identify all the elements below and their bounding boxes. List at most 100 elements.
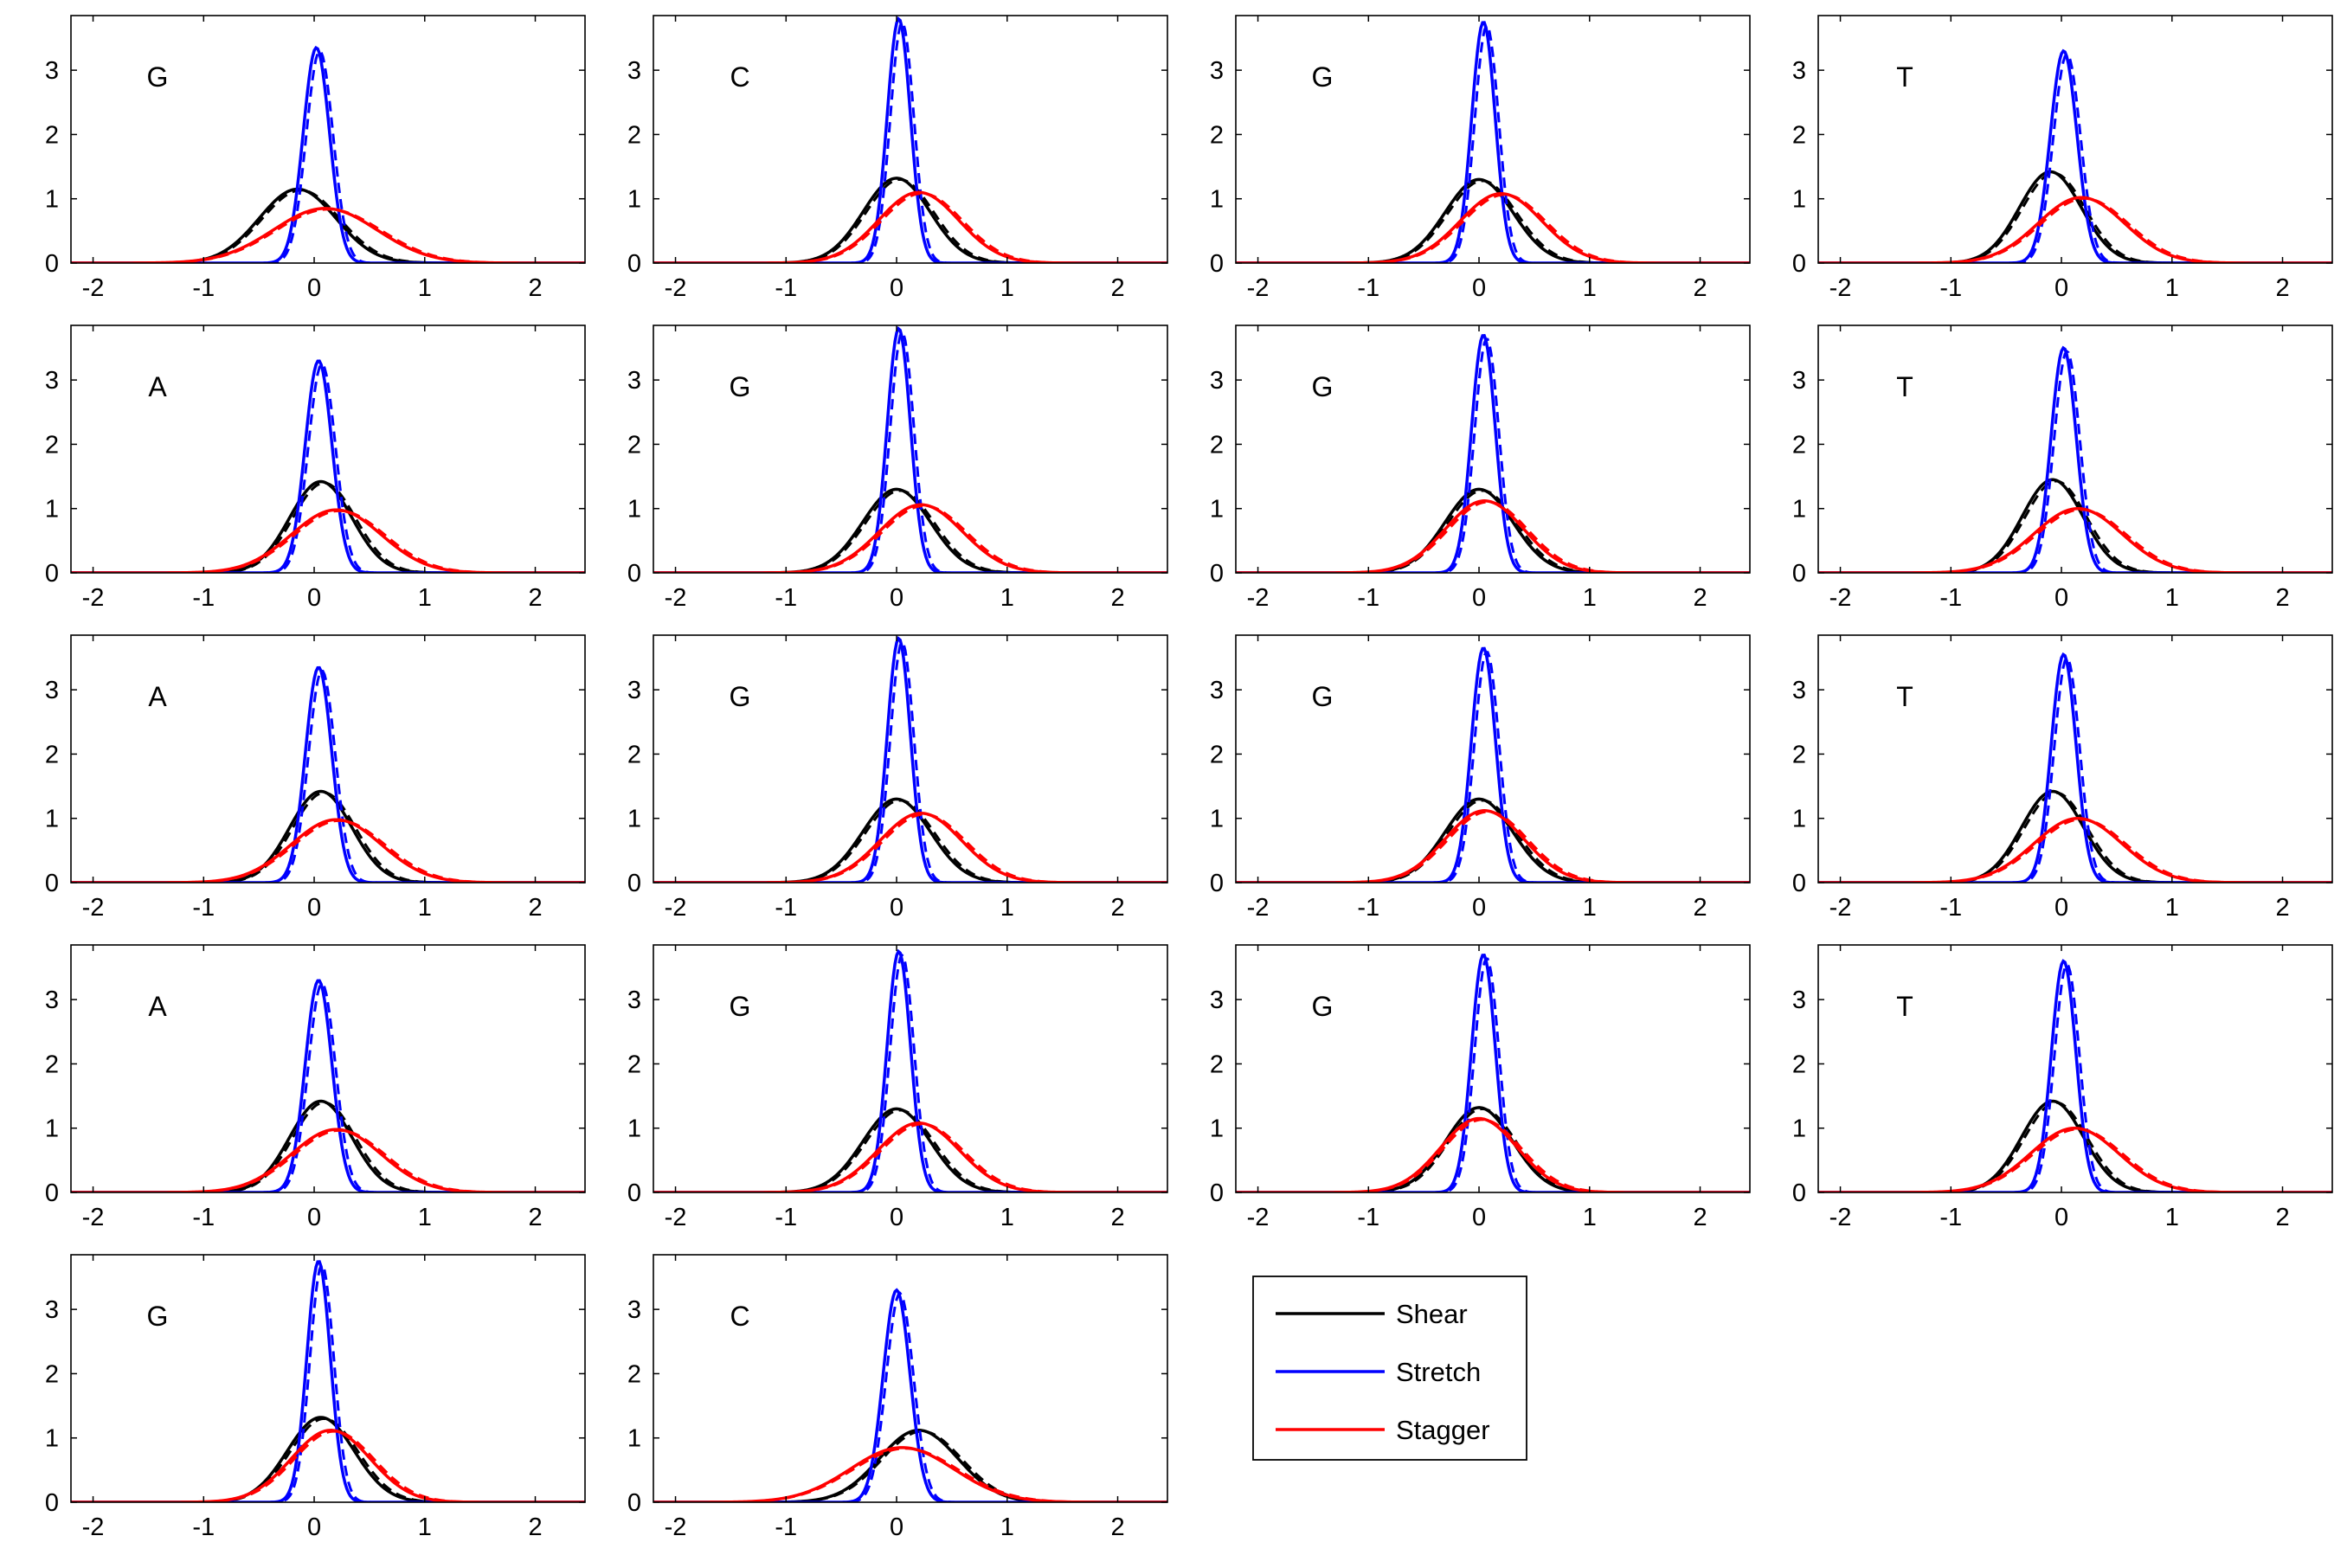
y-tick-label: 0 [1792,1179,1806,1207]
stagger-dashed-curve [1236,500,1750,573]
x-tick-label: 2 [1693,1204,1707,1231]
y-tick-label: 3 [627,367,641,395]
x-tick-label: 1 [1000,584,1014,612]
x-tick-label: -2 [665,1513,687,1541]
x-tick-label: -1 [1357,584,1379,612]
y-tick-label: 0 [1210,870,1224,897]
stretch-curve [1818,652,2332,883]
x-tick-label: 2 [1110,1204,1124,1231]
y-tick-label: 3 [45,677,59,704]
shear-dashed-curve [1236,179,1750,263]
x-tick-label: 0 [2054,584,2068,612]
x-tick-label: 2 [1110,274,1124,302]
y-tick-label: 3 [45,367,59,395]
axes-box [653,325,1168,574]
shear-dashed-curve [71,1101,585,1192]
legend-label-stretch: Stretch [1396,1357,1481,1387]
y-tick-label: 3 [1210,677,1224,704]
x-tick-label: -2 [1829,1204,1852,1231]
shear-curve [653,487,1167,573]
panel-base-label: C [730,1301,749,1332]
stagger-dashed-curve [1818,508,2332,573]
stretch-dashed-curve [71,48,585,263]
stretch-curve [1818,345,2332,573]
stagger-dashed-curve [653,504,1167,573]
stretch-curve [653,1288,1167,1502]
x-tick-label: -1 [1939,584,1962,612]
axes-box [1235,634,1751,884]
x-tick-label: -1 [1357,1204,1379,1231]
stagger-dashed-curve [653,813,1167,883]
x-tick-label: 1 [418,1204,432,1231]
shear-curve [71,789,585,883]
panel-base-label: G [730,991,751,1022]
panel-base-label: G [1312,991,1334,1022]
stretch-dashed-curve [1818,962,2332,1192]
x-tick-label: -2 [1829,894,1852,922]
shear-curve [1818,478,2332,573]
shear-dashed-curve [1818,1101,2332,1192]
x-tick-label: 2 [528,894,542,922]
y-tick-label: 0 [45,1179,59,1207]
shear-curve [71,1416,585,1502]
x-tick-label: 0 [307,274,321,302]
shear-curve [71,1099,585,1192]
y-tick-label: 2 [45,431,59,459]
panel-base-label: G [1312,61,1334,93]
x-tick-label: 1 [1583,1204,1597,1231]
y-tick-label: 1 [45,496,59,524]
y-tick-label: 1 [1210,1115,1224,1143]
panel-14: -2 -1 0 1 2 0 1 2 3 G [627,944,1168,1231]
shear-dashed-curve [71,189,585,263]
panel-8: -2 -1 0 1 2 0 1 2 3 T [1792,325,2333,612]
x-tick-label: 1 [2165,274,2179,302]
x-tick-label: 1 [418,274,432,302]
stagger-dashed-curve [71,1430,585,1502]
curve-group [1818,345,2332,573]
stagger-curve [71,818,585,883]
stagger-curve [1818,196,2332,263]
x-tick-label: 1 [1583,894,1597,922]
x-tick-label: -2 [1247,1204,1270,1231]
y-tick-label: 1 [1792,186,1806,214]
axes-box [653,944,1168,1193]
axes-box [1235,944,1751,1193]
stretch-dashed-curve [1236,957,1750,1192]
shear-curve [1236,487,1750,573]
stretch-curve [71,1260,585,1502]
y-tick-label: 2 [1792,431,1806,459]
panel-base-label: G [730,371,751,402]
stretch-curve [1236,334,1750,573]
stagger-curve [1236,499,1750,573]
panel-12: -2 -1 0 1 2 0 1 2 3 T [1792,634,2333,922]
stretch-curve [1236,646,1750,883]
axes-box [1235,325,1751,574]
stagger-curve [71,207,585,263]
y-tick-label: 0 [45,250,59,278]
axes-box [1817,944,2333,1193]
legend-label-shear: Shear [1396,1299,1468,1329]
x-tick-label: 0 [2054,274,2068,302]
axes-box [70,944,586,1193]
x-tick-label: 1 [418,894,432,922]
shear-dashed-curve [71,481,585,573]
panel-7: -2 -1 0 1 2 0 1 2 3 G [1210,325,1751,612]
stagger-dashed-curve [1818,818,2332,883]
stretch-curve [653,636,1167,883]
legend: Shear Stretch Stagger [1252,1276,1527,1461]
y-tick-label: 3 [627,677,641,704]
x-tick-label: 2 [528,274,542,302]
x-tick-label: -1 [1939,894,1962,922]
stagger-curve [653,812,1167,883]
y-tick-label: 3 [45,986,59,1014]
stagger-curve [1818,1126,2332,1192]
axes-box [1817,634,2333,884]
stagger-dashed-curve [1818,1128,2332,1192]
y-tick-label: 1 [627,806,641,833]
y-tick-label: 2 [627,1051,641,1078]
stretch-dashed-curve [1818,349,2332,573]
panel-10: -2 -1 0 1 2 0 1 2 3 G [627,634,1168,922]
curve-group [71,1260,585,1502]
shear-curve [653,797,1167,883]
